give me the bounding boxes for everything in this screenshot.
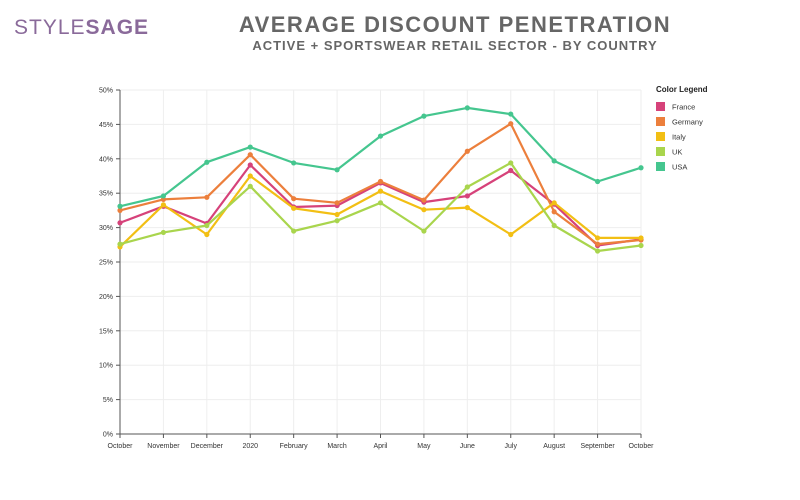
data-point-germany[interactable] (334, 200, 340, 206)
x-tick-label: March (327, 443, 347, 450)
x-tick-label: February (280, 443, 309, 450)
x-tick-label: October (629, 443, 655, 450)
data-point-uk[interactable] (551, 222, 557, 229)
data-point-uk[interactable] (421, 228, 427, 234)
data-point-usa[interactable] (291, 160, 297, 166)
data-point-germany[interactable] (291, 196, 297, 202)
axes: 0% 5% 10% 15% 20% 25% 30% 35% 40% 45% 50% October No… (99, 88, 654, 451)
chart-title: AVERAGE DISCOUNT PENETRATION (238, 12, 672, 37)
data-point-germany[interactable] (247, 152, 253, 158)
data-point-uk[interactable] (204, 222, 210, 229)
data-point-italy[interactable] (291, 205, 297, 211)
y-tick-label: 40% (99, 156, 113, 163)
x-tick-label: 2020 (242, 443, 258, 450)
data-point-germany[interactable] (117, 207, 123, 213)
data-point-usa[interactable] (551, 158, 557, 164)
data-point-uk[interactable] (464, 184, 470, 190)
data-point-usa[interactable] (594, 178, 601, 185)
legend-swatch-italy (656, 132, 665, 141)
data-point-usa[interactable] (204, 159, 210, 165)
legend: Color Legend France Germany Italy UK USA (656, 85, 708, 172)
y-tick-label: 5% (103, 397, 113, 404)
data-point-uk[interactable] (291, 228, 297, 234)
legend-label-france: France (672, 103, 695, 112)
data-point-italy[interactable] (464, 205, 470, 211)
logo-sage-text: SAGE (85, 16, 150, 39)
legend-swatch-uk (656, 147, 665, 156)
legend-title: Color Legend (656, 85, 708, 94)
data-point-germany[interactable] (594, 241, 601, 247)
data-point-germany[interactable] (551, 209, 557, 215)
data-point-uk[interactable] (117, 241, 123, 247)
x-tick-label: December (191, 443, 224, 450)
data-point-germany[interactable] (204, 194, 210, 200)
logo-style-text: STYLE (14, 16, 86, 39)
data-point-usa[interactable] (377, 133, 384, 139)
data-point-usa[interactable] (247, 144, 253, 150)
legend-swatch-france (656, 102, 665, 111)
y-tick-label: 25% (99, 260, 113, 267)
x-tick-label: November (147, 443, 180, 450)
data-point-usa[interactable] (638, 165, 644, 171)
data-point-uk[interactable] (638, 242, 644, 249)
data-point-italy[interactable] (204, 231, 210, 238)
data-point-uk[interactable] (160, 229, 167, 236)
data-point-uk[interactable] (247, 183, 253, 189)
data-point-italy[interactable] (638, 235, 644, 241)
data-point-italy[interactable] (377, 188, 384, 194)
legend-label-germany: Germany (672, 118, 703, 127)
data-point-germany[interactable] (508, 121, 514, 127)
data-point-italy[interactable] (594, 235, 601, 241)
x-tick-label: October (108, 443, 134, 450)
y-tick-label: 50% (99, 88, 113, 95)
data-point-italy[interactable] (247, 173, 253, 179)
legend-swatch-germany (656, 117, 665, 126)
x-tick-label: May (417, 443, 431, 450)
x-tick-label: June (460, 443, 475, 450)
y-tick-label: 35% (99, 191, 113, 198)
data-point-uk[interactable] (334, 218, 340, 224)
y-tick-label: 30% (99, 225, 113, 232)
data-point-usa[interactable] (464, 105, 470, 111)
grid (120, 89, 642, 434)
y-tick-label: 10% (99, 363, 113, 370)
x-tick-label: September (580, 443, 615, 450)
data-point-france[interactable] (464, 193, 470, 199)
x-tick-label: April (373, 443, 387, 450)
legend-swatch-usa (656, 162, 665, 171)
data-point-usa[interactable] (508, 111, 514, 117)
y-tick-label: 45% (99, 122, 113, 129)
data-point-france[interactable] (508, 167, 514, 174)
y-tick-label: 0% (103, 432, 113, 439)
data-point-usa[interactable] (334, 167, 340, 173)
data-point-uk[interactable] (377, 200, 384, 206)
data-point-usa[interactable] (421, 113, 427, 119)
data-point-uk[interactable] (508, 160, 514, 166)
data-point-italy[interactable] (160, 202, 167, 208)
data-point-germany[interactable] (464, 148, 470, 154)
legend-label-uk: UK (672, 148, 682, 157)
legend-label-usa: USA (672, 163, 687, 172)
chart-subtitle: ACTIVE + SPORTSWEAR RETAIL SECTOR - BY C… (252, 38, 658, 53)
data-point-france[interactable] (247, 162, 253, 168)
data-point-france[interactable] (117, 220, 123, 226)
data-point-italy[interactable] (334, 211, 340, 218)
data-point-uk[interactable] (594, 248, 601, 254)
data-point-italy[interactable] (551, 200, 557, 206)
x-tick-label: July (505, 443, 518, 450)
y-tick-label: 15% (99, 328, 113, 335)
data-point-usa[interactable] (160, 193, 167, 199)
data-point-italy[interactable] (421, 207, 427, 213)
data-point-germany[interactable] (377, 178, 384, 185)
data-point-germany[interactable] (421, 197, 427, 203)
data-point-italy[interactable] (508, 231, 514, 238)
legend-label-italy: Italy (672, 133, 686, 142)
y-tick-label: 20% (99, 294, 113, 301)
series-lines (117, 105, 644, 254)
stylesage-logo: STYLESAGE (14, 16, 149, 40)
data-point-usa[interactable] (117, 203, 123, 209)
x-tick-label: August (543, 443, 565, 450)
